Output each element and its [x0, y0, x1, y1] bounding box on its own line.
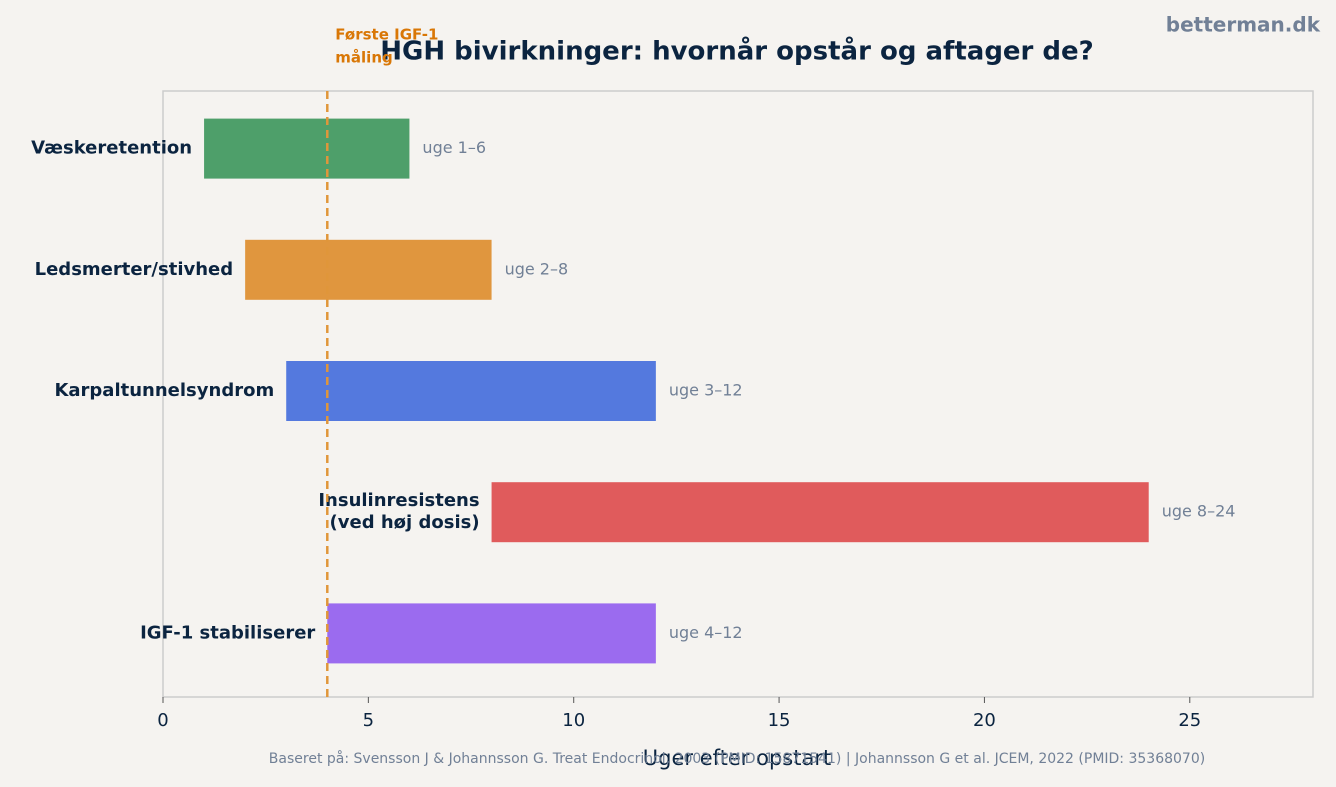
watermark: betterman.dk	[1166, 13, 1321, 37]
value-label: uge 1–6	[422, 138, 486, 157]
x-tick-label: 20	[973, 710, 996, 731]
value-label: uge 2–8	[505, 259, 569, 278]
chart-title: HGH bivirkninger: hvornår opstår og afta…	[380, 35, 1094, 67]
bar	[204, 118, 410, 179]
value-label: uge 8–24	[1162, 502, 1236, 521]
value-label: uge 4–12	[669, 623, 743, 642]
bar	[286, 361, 656, 421]
annotation-label: Første IGF-1 måling	[335, 25, 438, 66]
x-axis-label: Uger efter opstart	[643, 746, 831, 770]
category-label: Insulinresistens (ved høj dosis)	[318, 490, 479, 533]
x-tick-label: 10	[562, 710, 585, 731]
x-tick-label: 0	[157, 710, 168, 731]
plot-frame	[162, 90, 1314, 698]
bar	[245, 239, 492, 300]
category-label: IGF-1 stabiliserer	[140, 622, 315, 643]
x-tick-label: 15	[768, 710, 791, 731]
bar	[491, 482, 1149, 543]
category-label: Væskeretention	[31, 138, 192, 159]
category-label: Karpaltunnelsyndrom	[54, 380, 274, 401]
value-label: uge 3–12	[669, 381, 743, 400]
category-label: Ledsmerter/stivhed	[35, 259, 234, 280]
x-tick-label: 5	[363, 710, 374, 731]
bar	[327, 603, 656, 664]
source-note: Baseret på: Svensson J & Johannsson G. T…	[269, 750, 1205, 767]
x-tick-label: 25	[1178, 710, 1201, 731]
